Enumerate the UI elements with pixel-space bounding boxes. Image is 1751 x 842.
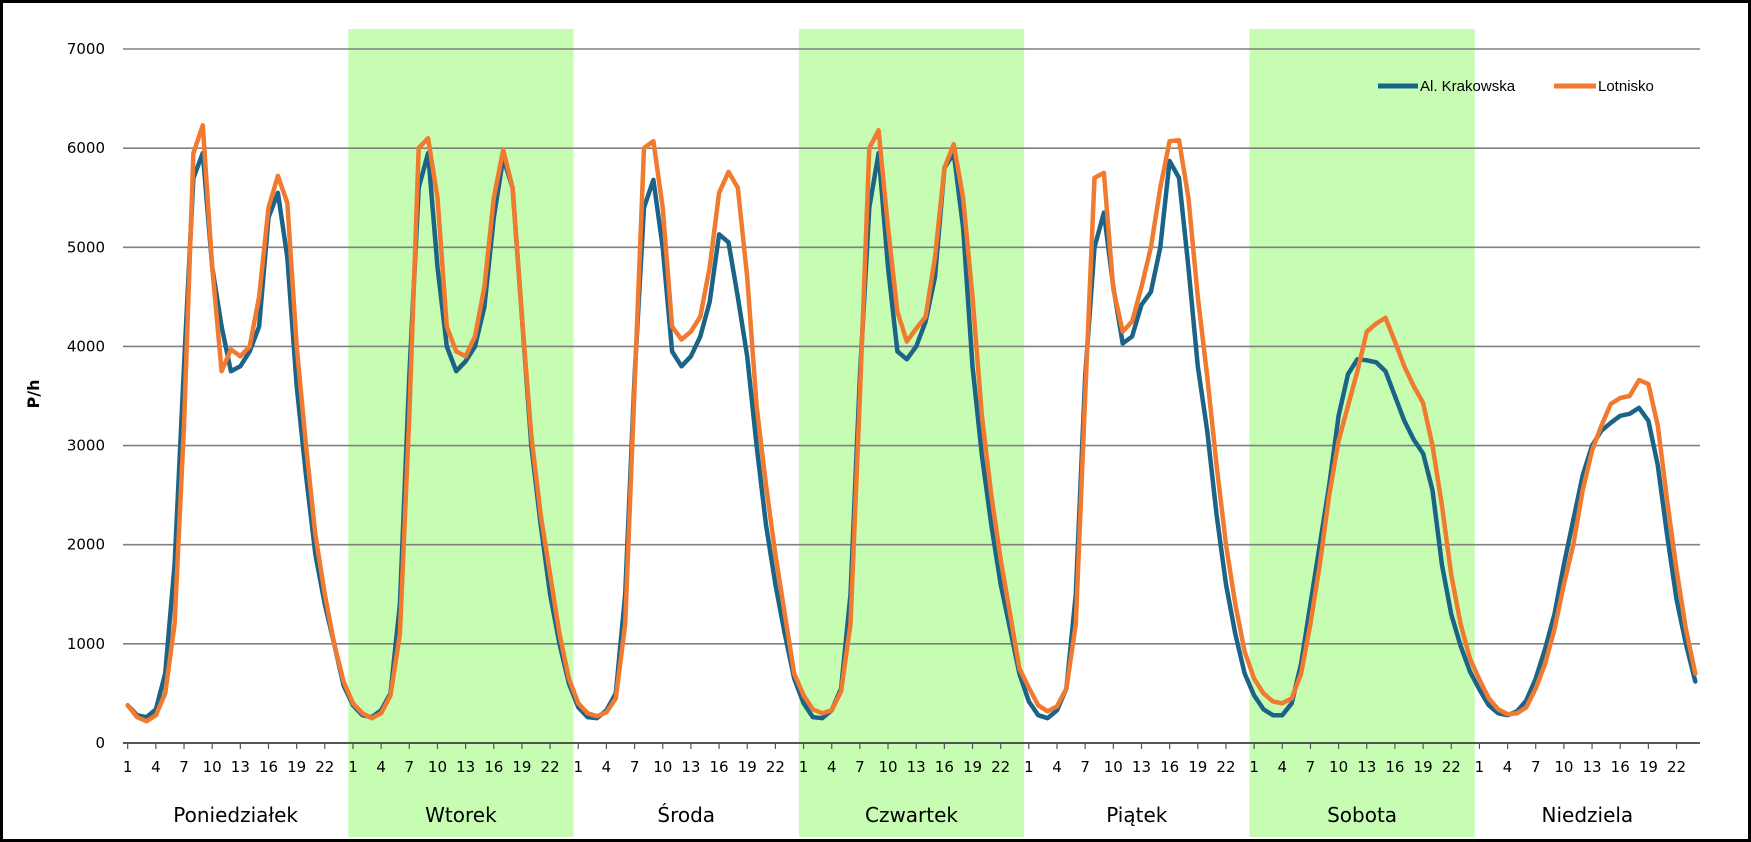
x-tick-label: 13: [681, 758, 700, 776]
day-label-2: Środa: [657, 803, 715, 827]
x-tick-label: 22: [1442, 758, 1461, 776]
x-tick-label: 13: [456, 758, 475, 776]
x-tick-label: 7: [1531, 758, 1541, 776]
day-label-3: Czwartek: [865, 803, 958, 827]
x-tick-label: 10: [878, 758, 897, 776]
day-labels: Poniedziałek Wtorek Środa Czwartek Piątek Sob…: [173, 803, 1633, 827]
x-tick-label: 22: [315, 758, 334, 776]
x-tick-label: 4: [1503, 758, 1513, 776]
x-tick-label: 4: [151, 758, 161, 776]
x-tick-label: 4: [827, 758, 837, 776]
x-tick-label: 4: [1278, 758, 1288, 776]
x-tick-label: 16: [1385, 758, 1404, 776]
x-tick-label: 16: [484, 758, 503, 776]
x-tick-label: 16: [710, 758, 729, 776]
shade-1: [348, 29, 574, 837]
y-tick-6000: 6000: [67, 139, 105, 157]
x-tick-label: 22: [541, 758, 560, 776]
day-label-6: Niedziela: [1542, 803, 1634, 827]
x-tick-label: 19: [512, 758, 531, 776]
x-tick-label: 22: [1216, 758, 1235, 776]
x-tick-label: 1: [1024, 758, 1034, 776]
x-tick-label: 16: [1611, 758, 1630, 776]
y-tick-1000: 1000: [67, 635, 105, 653]
x-tick-label: 1: [348, 758, 358, 776]
x-tick-label: 13: [231, 758, 250, 776]
x-tick-label: 22: [766, 758, 785, 776]
y-tick-0: 0: [95, 734, 105, 752]
day-label-0: Poniedziałek: [173, 803, 298, 827]
x-tick-label: 1: [1475, 758, 1485, 776]
x-tick-label: 19: [738, 758, 757, 776]
x-tick-label: 1: [1249, 758, 1259, 776]
x-tick-label: 13: [1583, 758, 1602, 776]
day-label-5: Sobota: [1327, 803, 1397, 827]
x-tick-label: 13: [1132, 758, 1151, 776]
x-tick-label: 7: [405, 758, 415, 776]
x-tick-label: 10: [1104, 758, 1123, 776]
x-tick-label: 10: [653, 758, 672, 776]
x-tick-label: 19: [1414, 758, 1433, 776]
legend: Al. Krakowska Lotnisko: [1378, 78, 1654, 95]
x-tick-label: 1: [123, 758, 133, 776]
x-tick-label: 22: [1667, 758, 1686, 776]
x-tick-label: 10: [428, 758, 447, 776]
x-tick-label: 22: [991, 758, 1010, 776]
x-tick-label: 19: [1188, 758, 1207, 776]
x-tick-label: 7: [855, 758, 865, 776]
x-tick-label: 16: [259, 758, 278, 776]
y-tick-5000: 5000: [67, 238, 105, 256]
y-axis-label: P/h: [24, 380, 43, 409]
legend-label-al-krakowska: Al. Krakowska: [1420, 78, 1516, 95]
x-tick-label: 7: [630, 758, 640, 776]
x-tick-label: 4: [376, 758, 386, 776]
x-tick-label: 1: [799, 758, 809, 776]
series-lines: [125, 123, 1698, 724]
x-tick-label: 4: [1052, 758, 1062, 776]
y-tick-4000: 4000: [67, 337, 105, 355]
x-tick-label: 13: [1357, 758, 1376, 776]
x-axis-ticks: 1 4 7 10 13 16 19 22 1 4 7 10 13 16 19 22 1 4 7 10 13 16 19 22 1…: [123, 743, 1686, 776]
series-line-1: [125, 123, 1698, 724]
x-tick-label: 19: [1639, 758, 1658, 776]
y-axis-ticks: 0 1000 2000 3000 4000 5000 6000 7000: [67, 40, 105, 752]
y-tick-7000: 7000: [67, 40, 105, 58]
legend-label-lotnisko: Lotnisko: [1598, 78, 1654, 95]
x-tick-label: 10: [1554, 758, 1573, 776]
y-tick-2000: 2000: [67, 536, 105, 554]
x-tick-label: 19: [287, 758, 306, 776]
x-tick-label: 10: [203, 758, 222, 776]
x-tick-label: 7: [179, 758, 189, 776]
x-tick-label: 13: [907, 758, 926, 776]
day-label-4: Piątek: [1106, 803, 1168, 827]
x-tick-label: 19: [963, 758, 982, 776]
x-tick-label: 10: [1329, 758, 1348, 776]
x-tick-label: 16: [935, 758, 954, 776]
weekday-shading: [348, 29, 1475, 837]
x-tick-label: 1: [573, 758, 583, 776]
shade-3: [798, 29, 1025, 837]
x-tick-label: 4: [602, 758, 612, 776]
day-label-1: Wtorek: [425, 803, 497, 827]
x-tick-label: 7: [1306, 758, 1316, 776]
x-tick-label: 16: [1160, 758, 1179, 776]
y-tick-3000: 3000: [67, 437, 105, 455]
x-tick-label: 7: [1080, 758, 1090, 776]
